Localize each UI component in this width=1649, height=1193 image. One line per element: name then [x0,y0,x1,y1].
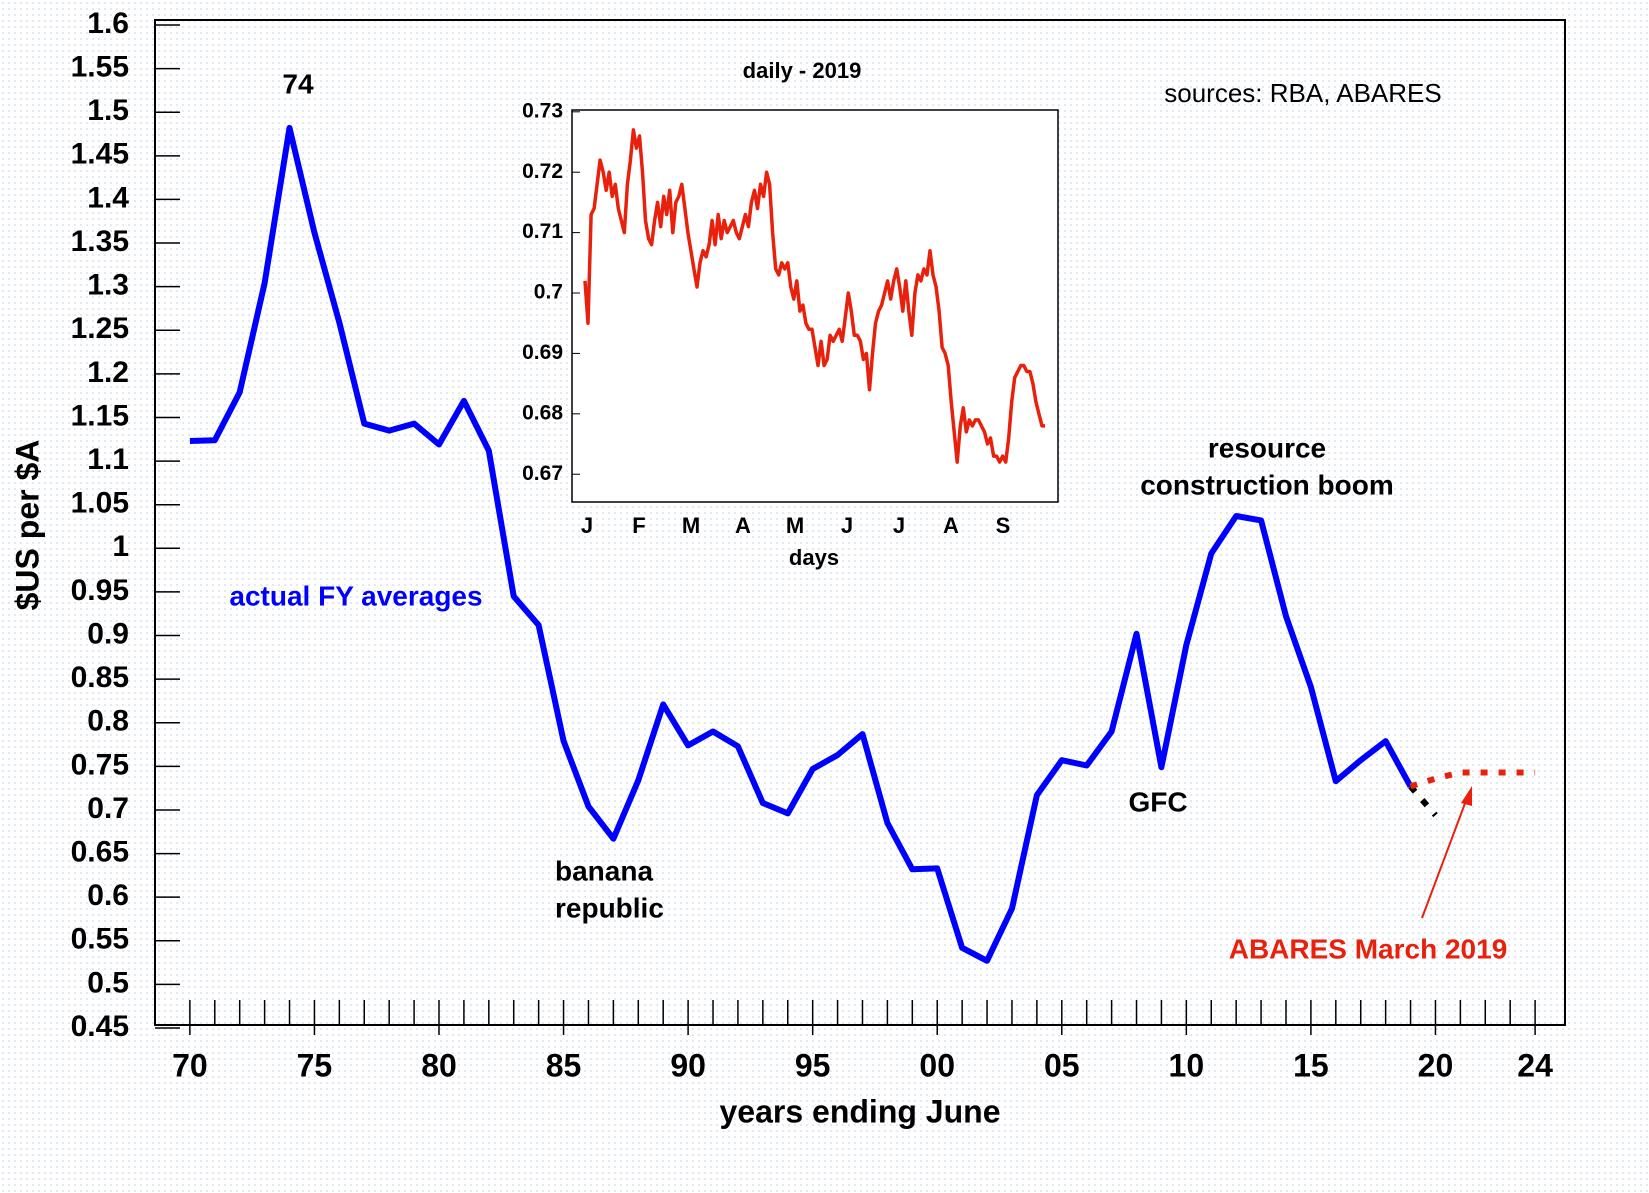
y-tick-label: 0.8 [87,705,129,738]
inset-y-tick-label: 0.71 [522,220,563,243]
x-tick-label: 15 [1293,1047,1329,1083]
series-line [1409,769,1536,790]
y-tick-label: 1.4 [87,181,129,214]
inset-x-tick-label: J [841,513,853,538]
annotation: GFC [1128,786,1187,817]
y-tick-label: 1.45 [71,138,129,171]
y-tick-label: 1.35 [71,225,129,258]
inset-y-tick-label: 0.69 [522,341,563,364]
y-tick-label: 0.5 [87,966,129,999]
y-tick-label: 0.55 [71,923,129,956]
x-tick-label: 20 [1418,1047,1454,1083]
y-tick-label: 1.55 [71,51,129,84]
series-line [1408,784,1438,818]
inset-y-tick-label: 0.72 [522,160,563,183]
inset-x-tick-label: A [943,513,959,538]
y-tick-label: 0.9 [87,617,129,650]
x-tick-label: 75 [297,1047,333,1083]
annotation: banana [555,855,653,886]
inset-frame [571,109,1059,503]
y-tick-label: 0.65 [71,835,129,868]
y-tick-label: 0.75 [71,748,129,781]
annotation: republic [555,892,664,923]
y-tick-label: 1.3 [87,269,129,302]
y-tick-label: 0.95 [71,574,129,607]
y-tick-label: 1 [112,530,129,563]
inset-x-tick-label: J [893,513,905,538]
x-axis-label: years ending June [720,1093,1001,1129]
annotation-arrow [1421,797,1468,919]
inset-x-tick-label: J [581,513,593,538]
inset-x-tick-label: M [786,513,804,538]
y-tick-label: 1.15 [71,399,129,432]
y-tick-label: 0.7 [87,792,129,825]
annotation: actual FY averages [229,580,482,611]
annotation: sources: RBA, ABARES [1164,78,1441,108]
inset-y-tick-label: 0.7 [534,281,563,304]
x-tick-label: 95 [795,1047,831,1083]
y-tick-label: 1.6 [87,7,129,40]
inset-x-label: days [789,545,839,570]
x-tick-label: 24 [1517,1047,1553,1083]
x-tick-label: 80 [421,1047,457,1083]
x-tick-label: 00 [919,1047,955,1083]
arrow-head [1461,786,1472,806]
y-axis-label: $US per $A [9,440,45,611]
y-tick-label: 1.5 [87,94,129,127]
x-tick-label: 85 [546,1047,582,1083]
y-tick-label: 1.05 [71,487,129,520]
x-tick-label: 90 [670,1047,706,1083]
series-line [189,124,1414,964]
x-tick-label: 70 [172,1047,208,1083]
inset-series-line [583,128,1045,464]
y-tick-label: 1.2 [87,356,129,389]
y-tick-label: 0.6 [87,879,129,912]
inset-x-tick-label: M [682,513,700,538]
x-tick-label: 05 [1044,1047,1080,1083]
inset-y-tick-label: 0.67 [522,462,563,485]
y-tick-label: 0.85 [71,661,129,694]
inset-x-tick-label: A [735,513,751,538]
y-tick-label: 1.25 [71,312,129,345]
inset-y-tick-label: 0.68 [522,401,563,424]
plot-frame [154,19,1566,1026]
annotation: resource [1208,432,1326,463]
inset-x-tick-label: S [996,513,1011,538]
y-tick-label: 0.45 [71,1010,129,1043]
inset-title: daily - 2019 [743,58,862,83]
annotation: construction boom [1140,469,1394,500]
annotation: 74 [282,68,314,99]
inset-x-tick-label: F [632,513,645,538]
annotation: ABARES March 2019 [1229,933,1508,964]
x-tick-label: 10 [1169,1047,1205,1083]
y-tick-label: 1.1 [87,443,129,476]
inset-y-tick-label: 0.73 [522,99,563,122]
